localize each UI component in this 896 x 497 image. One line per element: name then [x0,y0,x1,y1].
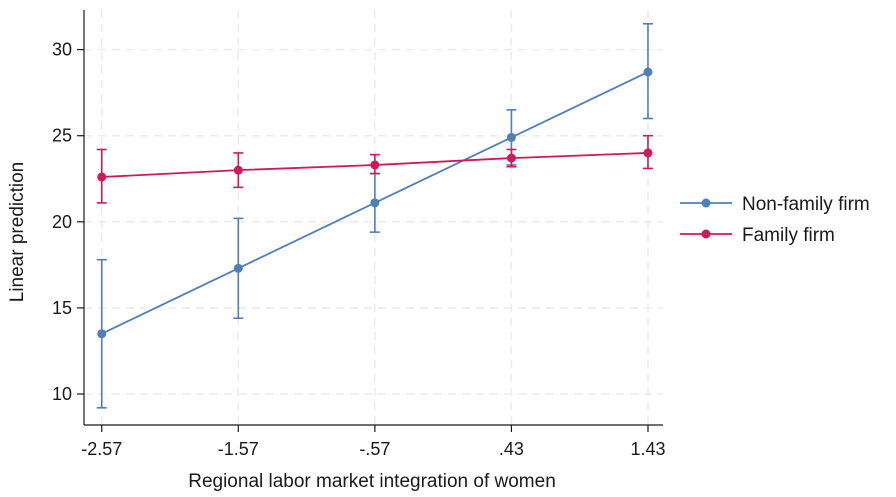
data-point [370,160,380,170]
data-point [643,148,653,158]
series-family-firm [96,134,653,204]
y-tick-label: 10 [52,384,72,404]
y-tick-label: 15 [52,298,72,318]
legend-marker [701,229,711,239]
y-axis-label: Linear prediction [7,162,28,302]
x-tick-label: .43 [499,439,524,459]
legend: Non-family firm Family firm [680,194,870,246]
data-point [370,198,380,208]
legend-item: Non-family firm [680,194,870,215]
y-tick-label: 25 [52,126,72,146]
data-point [97,329,107,339]
tick-labels: 10 15 20 25 30 -2.57 -1.57 -.57 .43 1.43 [52,40,666,459]
x-tick-label: 1.43 [630,439,665,459]
x-tick-label: -1.57 [218,439,259,459]
y-tick-label: 20 [52,212,72,232]
data-point [233,263,243,273]
data-point [506,132,516,142]
legend-marker [701,198,711,208]
data-point [643,67,653,77]
legend-label: Family firm [742,225,835,246]
x-axis-label: Regional labor market integration of wom… [188,471,556,492]
grid-lines [84,10,663,425]
legend-item: Family firm [680,225,835,246]
data-point [506,153,516,163]
x-tick-label: -2.57 [81,439,122,459]
y-tick-label: 30 [52,40,72,60]
series-group [96,22,653,409]
axes [77,10,663,432]
data-point [233,165,243,175]
legend-label: Non-family firm [742,194,870,215]
x-tick-label: -.57 [359,439,390,459]
data-point [97,172,107,182]
